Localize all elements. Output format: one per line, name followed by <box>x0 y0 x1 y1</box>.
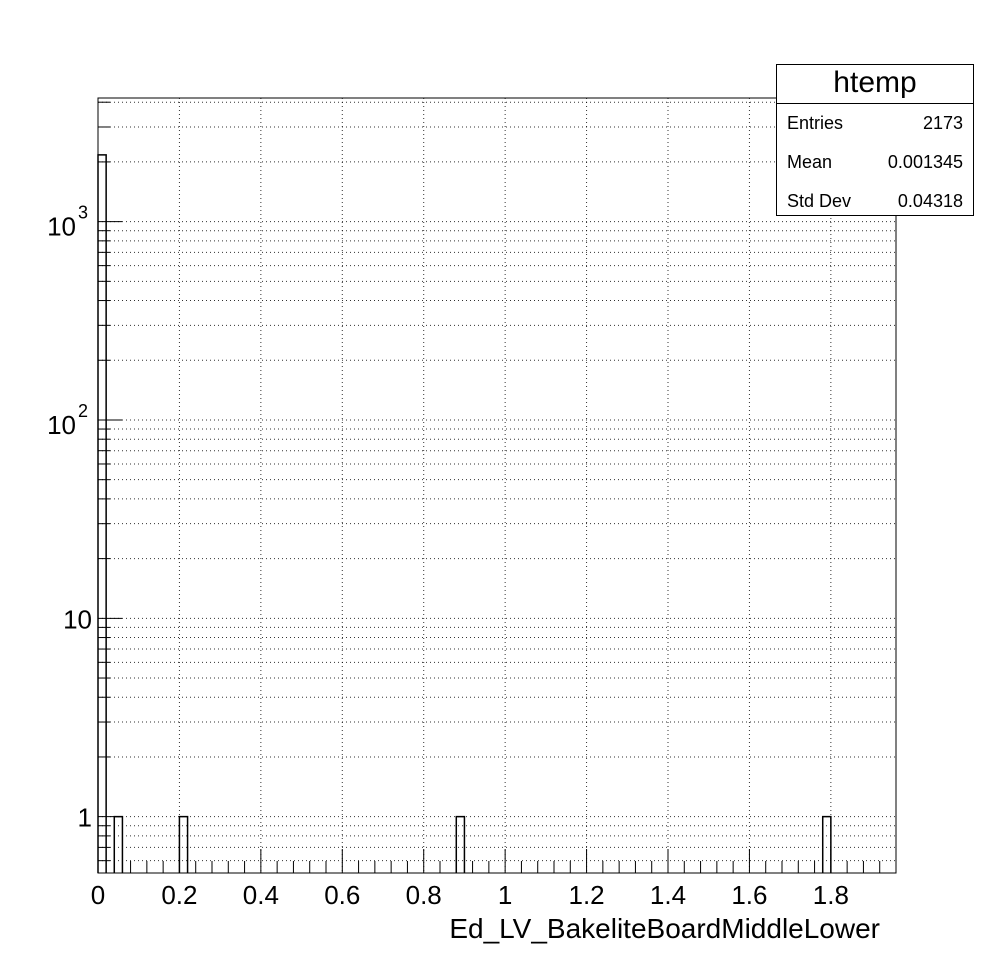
x-tick-label: 1.6 <box>731 880 767 910</box>
y-tick-label: 1 <box>78 803 92 833</box>
y-tick-exponent: 2 <box>78 401 88 421</box>
histogram-bin <box>821 815 832 873</box>
axis-ticks <box>97 101 897 873</box>
mean-label: Mean <box>787 152 833 172</box>
stats-title: htemp <box>777 65 973 104</box>
x-tick-label: 0 <box>91 880 105 910</box>
y-tick-exponent: 3 <box>78 203 88 223</box>
y-tick-label: 10 <box>63 604 92 634</box>
x-tick-label: 0.8 <box>406 880 442 910</box>
x-axis-title: Ed_LV_BakeliteBoardMiddleLower <box>449 913 880 944</box>
entries-label: Entries <box>787 113 844 133</box>
histogram-bin <box>97 154 107 873</box>
x-tick-label: 1.8 <box>813 880 849 910</box>
x-tick-label: 0.6 <box>324 880 360 910</box>
entries-value: 2173 <box>922 113 963 133</box>
histogram-bin <box>113 815 124 873</box>
stddev-value: 0.04318 <box>897 191 963 211</box>
x-tick-labels: 0 0.2 0.4 0.6 0.8 1 1.2 1.4 1.6 1.8 <box>91 880 849 910</box>
x-tick-label: 1.2 <box>568 880 604 910</box>
histogram-bin <box>455 815 466 873</box>
y-tick-label: 10 <box>47 212 76 242</box>
y-tick-label: 10 <box>47 410 76 440</box>
x-tick-label: 1 <box>498 880 512 910</box>
plot-frame <box>97 97 897 874</box>
x-tick-label: 0.4 <box>243 880 279 910</box>
mean-value: 0.001345 <box>887 152 963 172</box>
x-tick-label: 0.2 <box>161 880 197 910</box>
stats-box: htemp Entries 2173 Mean 0.001345 Std Dev… <box>776 64 974 216</box>
x-tick-label: 1.4 <box>650 880 686 910</box>
stddev-label: Std Dev <box>787 191 852 211</box>
histogram-bars <box>97 154 832 873</box>
grid-lines <box>97 98 896 873</box>
histogram-bin <box>178 815 189 873</box>
